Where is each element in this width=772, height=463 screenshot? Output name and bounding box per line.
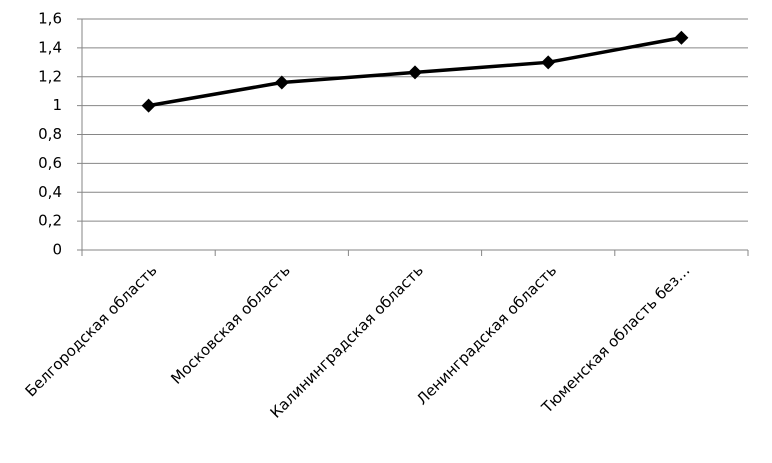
y-tick-label: 1 xyxy=(52,96,62,114)
y-tick-label: 0,4 xyxy=(38,183,62,201)
marker xyxy=(541,55,556,70)
y-tick-label: 1,6 xyxy=(38,10,62,28)
marker xyxy=(408,65,422,80)
x-tick-label: Московская область xyxy=(167,261,293,387)
y-tick-label: 1,2 xyxy=(38,67,62,85)
y-tick-label: 1,4 xyxy=(38,38,62,56)
y-tick-label: 0,8 xyxy=(38,125,62,143)
y-tick-label: 0 xyxy=(52,241,62,259)
x-tick-label: Белгородская область xyxy=(22,261,161,400)
x-tick-label: Калининградская область xyxy=(267,261,427,421)
marker xyxy=(141,98,156,113)
y-tick-label: 0,6 xyxy=(38,154,62,172)
marker xyxy=(674,30,689,45)
y-tick-label: 0,2 xyxy=(38,212,62,230)
marker xyxy=(274,75,289,90)
x-tick-label: Тюменская область без… xyxy=(537,261,693,417)
x-tick-label: Ленинградская область xyxy=(413,261,560,408)
